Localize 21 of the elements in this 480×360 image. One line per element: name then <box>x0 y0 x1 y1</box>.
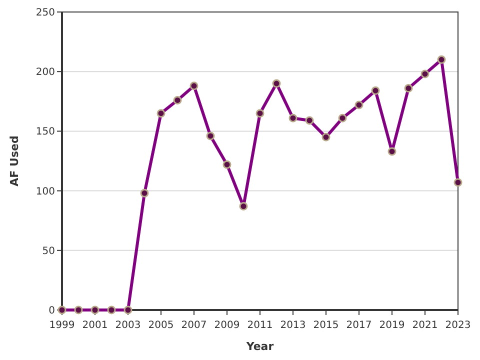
y-tick-label: 50 <box>42 246 55 257</box>
x-tick-label: 2015 <box>313 320 339 331</box>
x-tick-label: 2019 <box>379 320 405 331</box>
x-tick-label: 2001 <box>82 320 108 331</box>
x-tick-label: 1999 <box>49 320 75 331</box>
x-tick-label: 2009 <box>214 320 240 331</box>
y-tick-label: 200 <box>36 67 55 78</box>
x-tick-label: 2013 <box>280 320 306 331</box>
x-tick-label: 2021 <box>412 320 438 331</box>
x-tick-label: 2023 <box>445 320 471 331</box>
y-tick-label: 150 <box>36 126 55 138</box>
x-axis-title: Year <box>245 340 274 353</box>
x-tick-label: 2007 <box>181 320 207 331</box>
x-tick-label: 2003 <box>115 320 141 331</box>
x-tick-label: 2017 <box>346 320 372 331</box>
y-axis-title: AF Used <box>8 136 21 186</box>
x-tick-label: 2005 <box>148 320 174 331</box>
y-tick-label: 250 <box>36 8 55 18</box>
y-tick-label: 0 <box>48 306 55 316</box>
x-tick-label: 2011 <box>247 320 273 331</box>
y-tick-label: 100 <box>36 186 55 198</box>
